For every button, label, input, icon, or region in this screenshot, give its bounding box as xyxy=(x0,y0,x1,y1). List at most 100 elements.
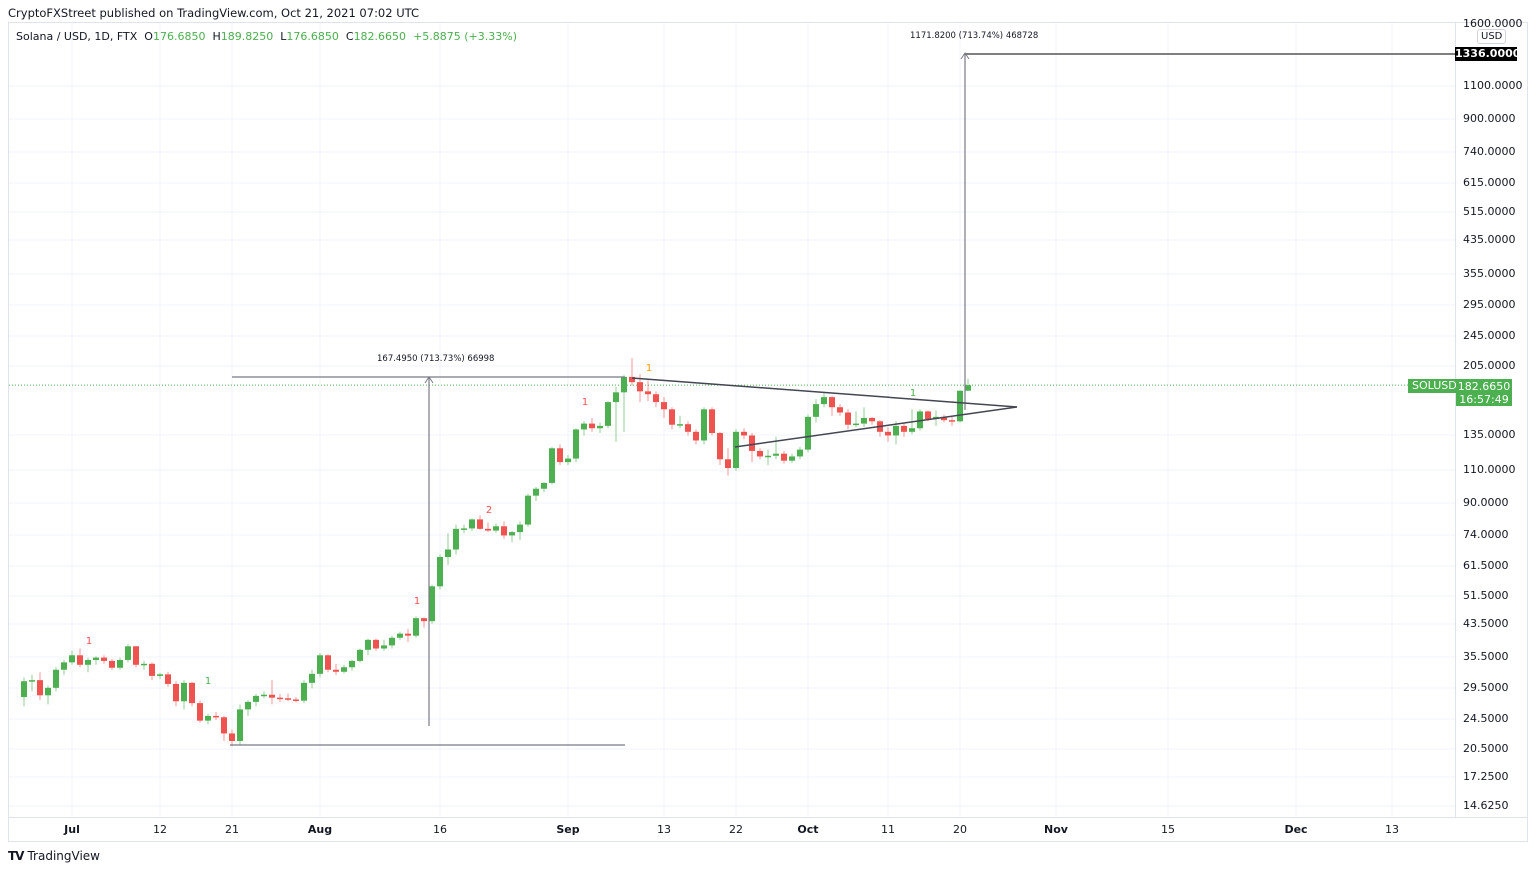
candle-down xyxy=(333,669,339,672)
arrow-up-icon xyxy=(960,52,970,60)
candle-up xyxy=(821,397,827,405)
candle-up xyxy=(365,639,371,650)
candle-down xyxy=(885,431,891,436)
td-count-mark: 2 xyxy=(486,505,492,516)
arrow-up-icon xyxy=(424,376,434,384)
candle-up xyxy=(613,392,619,403)
price-tick: 35.5000 xyxy=(1463,650,1509,663)
candle-up xyxy=(789,456,795,461)
candle-down xyxy=(285,698,291,700)
candle-up xyxy=(805,416,811,450)
candle-up xyxy=(141,663,147,666)
candle-up xyxy=(341,667,347,672)
candle-up xyxy=(621,376,627,393)
candle-up xyxy=(957,390,963,422)
candle-up xyxy=(437,557,443,587)
price-tick: 615.0000 xyxy=(1463,176,1516,189)
chart-frame xyxy=(8,22,1528,842)
symbol-legend: Solana / USD, 1D, FTX O176.6850 H189.825… xyxy=(16,30,517,43)
candle-down xyxy=(173,683,179,702)
candle-up xyxy=(261,694,267,697)
currency-button[interactable]: USD xyxy=(1477,29,1507,44)
candle-down xyxy=(749,435,755,451)
close-value: 182.6650 xyxy=(353,30,407,43)
measure-label-1: 167.4950 (713.73%) 66998 xyxy=(377,354,495,364)
price-tick: 205.0000 xyxy=(1463,359,1516,372)
candle-up xyxy=(733,431,739,469)
price-tick: 110.0000 xyxy=(1463,463,1516,476)
time-tick: Aug xyxy=(307,823,333,836)
candle-down xyxy=(293,699,299,701)
candle-up xyxy=(861,417,867,424)
price-tick: 1100.0000 xyxy=(1463,79,1523,92)
candle-up xyxy=(453,528,459,550)
candle-down xyxy=(829,397,835,408)
candle-up xyxy=(349,660,355,668)
candle-down xyxy=(213,715,219,718)
candle-down xyxy=(717,433,723,460)
candle-up xyxy=(909,428,915,432)
tradingview-logo-icon: TV xyxy=(8,849,25,863)
triangle-lower-trendline xyxy=(734,406,1018,448)
candle-up xyxy=(381,645,387,649)
price-tick: 61.5000 xyxy=(1463,559,1509,572)
td-count-mark: 1 xyxy=(582,397,588,408)
candle-down xyxy=(149,663,155,676)
high-value: 189.8250 xyxy=(220,30,274,43)
brand-name[interactable]: TradingView xyxy=(27,849,100,863)
time-tick: 11 xyxy=(881,823,895,836)
candle-up xyxy=(965,385,971,391)
td-count-mark: 1 xyxy=(646,363,652,374)
candle-down xyxy=(373,639,379,649)
td-count-mark: 1 xyxy=(414,596,420,607)
symbol-price-tag: SOLUSD xyxy=(1408,379,1461,393)
candle-down xyxy=(661,402,667,410)
candle-down xyxy=(197,703,203,721)
candle-up xyxy=(157,674,163,676)
candle-up xyxy=(301,682,307,701)
candle-up xyxy=(61,662,67,670)
candle-down xyxy=(741,431,747,436)
price-tick: 20.5000 xyxy=(1463,742,1509,755)
time-tick: 16 xyxy=(433,823,447,836)
candle-down xyxy=(781,453,787,461)
td-count-mark: 1 xyxy=(910,388,916,399)
candle-up xyxy=(581,423,587,430)
low-label: L xyxy=(280,30,287,43)
candle-up xyxy=(813,404,819,417)
candle-up xyxy=(517,524,523,533)
candle-up xyxy=(573,429,579,459)
candle-up xyxy=(541,482,547,489)
symbol-name[interactable]: Solana / USD, 1D, FTX xyxy=(16,30,138,43)
candle-down xyxy=(645,391,651,395)
candle-up xyxy=(853,423,859,426)
candle-up xyxy=(397,633,403,638)
candle-down xyxy=(325,655,331,670)
candle-down xyxy=(557,448,563,463)
candle-up xyxy=(917,411,923,429)
price-tick: 90.0000 xyxy=(1463,496,1509,509)
price-tick: 515.0000 xyxy=(1463,205,1516,218)
low-value: 176.6850 xyxy=(286,30,339,43)
candle-down xyxy=(757,450,763,457)
candle-up xyxy=(53,669,59,688)
price-tick: 135.0000 xyxy=(1463,428,1516,441)
time-tick: 20 xyxy=(953,823,967,836)
candle-down xyxy=(637,382,643,392)
candle-down xyxy=(37,680,43,696)
candle-down xyxy=(229,733,235,741)
candle-up xyxy=(525,495,531,525)
price-tick: 435.0000 xyxy=(1463,233,1516,246)
last-price-tag: 182.6650 16:57:49 xyxy=(1456,379,1512,406)
bar-countdown: 16:57:49 xyxy=(1459,393,1509,406)
publisher-line: CryptoFXStreet published on TradingView.… xyxy=(8,6,420,20)
time-tick: 13 xyxy=(657,823,671,836)
candle-up xyxy=(125,646,131,660)
candle-down xyxy=(837,407,843,413)
candle-up xyxy=(429,586,435,622)
candle-up xyxy=(565,458,571,463)
candle-down xyxy=(485,528,491,531)
candle-down xyxy=(477,519,483,529)
candle-down xyxy=(669,409,675,425)
